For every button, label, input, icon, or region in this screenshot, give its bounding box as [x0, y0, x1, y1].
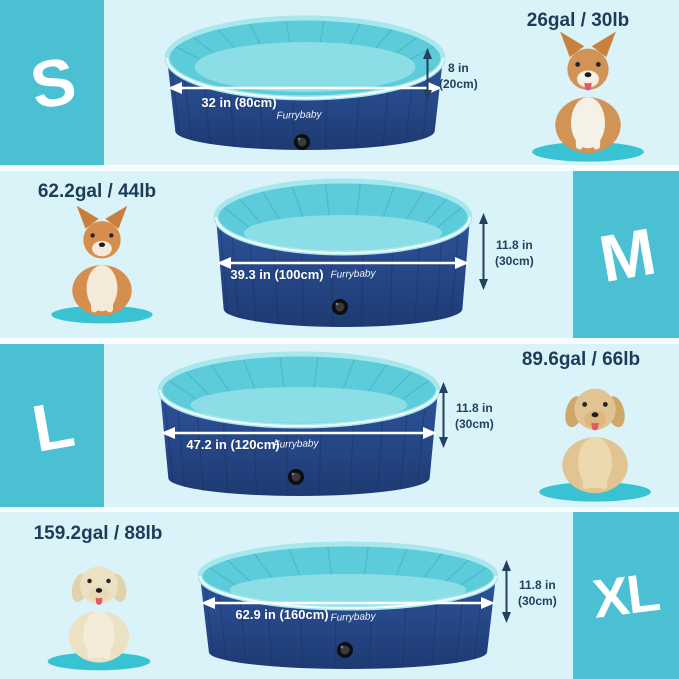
size-letter-xl: XL [590, 561, 662, 630]
height-in-label: 8 in [448, 60, 469, 75]
pool-illustration-l: 47.2 in (120cm) Furrybaby [158, 350, 440, 502]
dog-photo-golden-retriever [522, 368, 668, 504]
capacity-label-xl: 159.2gal / 88lb [33, 523, 163, 544]
dog-photo-corgi [512, 28, 664, 164]
size-letter-m: M [593, 213, 659, 296]
height-dimension-l: 11.8 in (30cm) [437, 381, 494, 453]
capacity-label-m: 62.2gal / 44lb [37, 181, 157, 202]
vertical-arrow-icon [500, 559, 513, 628]
dog-photo-shiba-inu [36, 198, 168, 330]
height-cm-label: (20cm) [439, 76, 478, 91]
brand-logo: Furrybaby [330, 611, 376, 624]
width-dimension-label-l: 47.2 in (120cm) [186, 437, 280, 452]
width-dimension-label-m: 39.3 in (100cm) [230, 267, 324, 282]
height-in-label: 11.8 in [495, 237, 533, 252]
height-dimension-m: 11.8 in (30cm) [477, 212, 534, 295]
brand-logo: Furrybaby [330, 268, 376, 281]
vertical-arrow-icon [437, 381, 450, 453]
vertical-arrow-icon [477, 212, 490, 295]
dog-photo-labrador [32, 542, 166, 678]
brand-logo: Furrybaby [273, 438, 319, 451]
size-letter-s: S [24, 42, 80, 123]
pool-illustration-xl: 62.9 in (160cm) Furrybaby [198, 540, 498, 676]
height-cm-label: (30cm) [518, 593, 557, 608]
size-badge-l: L [0, 344, 104, 507]
height-in-label: 11.8 in [518, 577, 556, 592]
height-dimension-s: 8 in (20cm) [421, 47, 478, 106]
brand-logo: Furrybaby [276, 109, 322, 122]
vertical-arrow-icon [421, 47, 434, 106]
width-dimension-label-s: 32 in (80cm) [201, 95, 277, 110]
size-badge-s: S [0, 0, 104, 165]
pool-illustration-s: 32 in (80cm) Furrybaby [165, 14, 445, 154]
height-cm-label: (30cm) [495, 253, 534, 268]
capacity-label-s: 26gal / 30lb [526, 10, 630, 31]
width-dimension-label-xl: 62.9 in (160cm) [235, 607, 329, 622]
capacity-label-l: 89.6gal / 66lb [521, 349, 641, 370]
pool-illustration-m: 39.3 in (100cm) Furrybaby [214, 177, 472, 333]
size-badge-xl: XL [573, 512, 679, 679]
height-in-label: 11.8 in [455, 401, 493, 416]
size-letter-l: L [26, 385, 78, 466]
height-cm-label: (30cm) [455, 417, 494, 431]
size-badge-m: M [573, 171, 679, 338]
height-dimension-xl: 11.8 in (30cm) [500, 559, 557, 628]
